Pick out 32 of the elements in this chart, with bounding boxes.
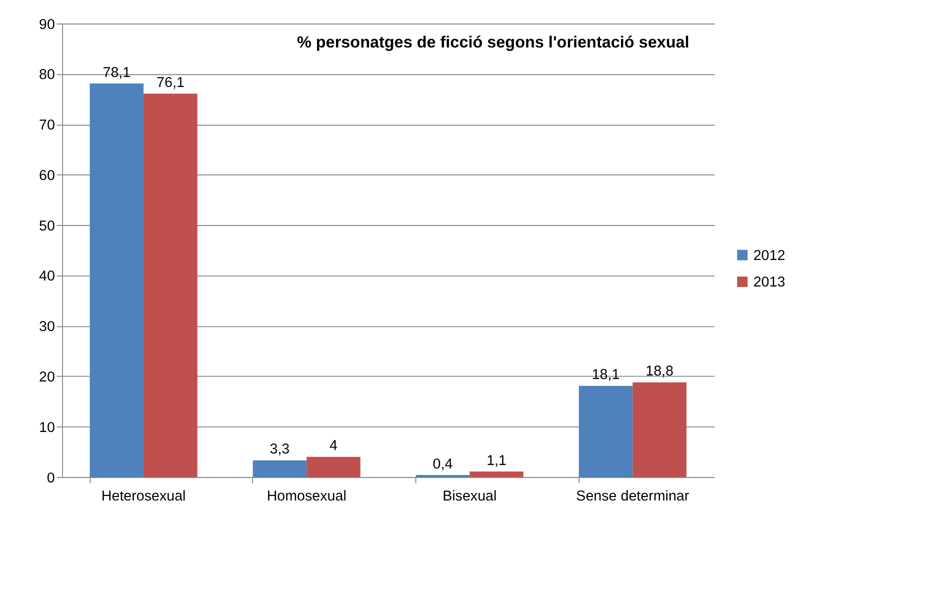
data-label: 78,1 — [102, 64, 131, 81]
data-label: 76,1 — [156, 74, 184, 91]
data-label: 3,3 — [270, 442, 290, 458]
legend-label: 2012 — [753, 248, 786, 264]
x-tick-label: Homosexual — [266, 488, 346, 504]
y-tick-label: 20 — [38, 370, 55, 386]
y-tick-label: 70 — [38, 118, 55, 134]
x-tick-label: Heterosexual — [101, 488, 186, 504]
bar — [306, 456, 360, 478]
data-label: 4 — [330, 438, 338, 454]
y-tick-label: 60 — [38, 168, 55, 184]
data-label: 1,1 — [486, 452, 507, 469]
y-tick-label: 50 — [38, 218, 55, 234]
y-tick-label: 80 — [38, 67, 55, 84]
bar — [578, 386, 633, 478]
bar — [90, 83, 144, 478]
bar — [144, 94, 198, 478]
x-tick-label: Bisexual — [442, 488, 497, 504]
text: % personatges de ficció segons l'orientació sexual — [296, 33, 690, 52]
y-tick-label: 0 — [46, 470, 55, 486]
x-tick-label: Sense determinar — [576, 488, 690, 504]
y-tick-label: 90 — [38, 16, 55, 33]
data-label: 18,8 — [646, 364, 674, 380]
data-label: 18,1 — [592, 367, 620, 384]
bar — [632, 382, 686, 478]
legend-label: 2013 — [753, 274, 786, 291]
data-label: 0,4 — [432, 456, 453, 472]
y-tick-label: 10 — [38, 420, 55, 436]
y-tick-label: 30 — [38, 319, 55, 336]
bar — [470, 472, 524, 478]
bar — [252, 460, 307, 478]
y-tick-label: 40 — [38, 268, 55, 285]
